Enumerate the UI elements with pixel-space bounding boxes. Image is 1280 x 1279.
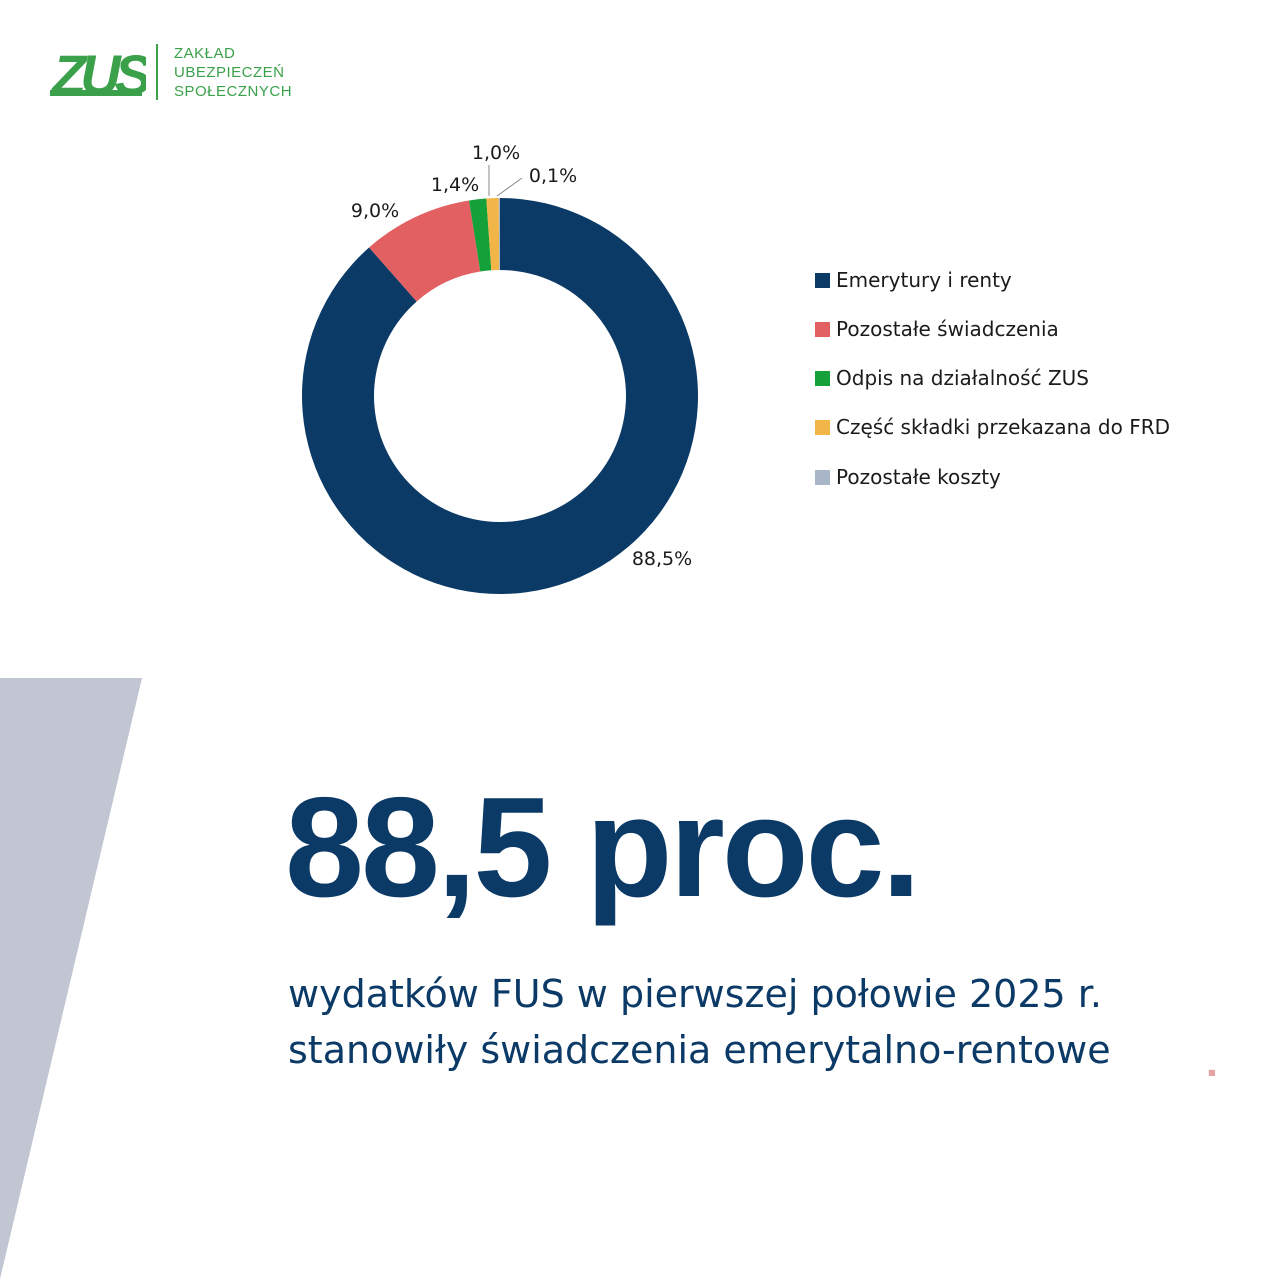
legend-label-emerytury: Emerytury i renty [836,268,1012,292]
donut-slice-frd [486,198,500,271]
donut-chart-svg: 88,5% 9,0% 1,4% 1,0% 0,1% [301,142,698,594]
logo-divider [156,44,158,100]
data-label-odpis: 1,4% [431,174,479,196]
tiny-mark: ■ [1208,1068,1216,1077]
zus-logo-mark: ZUS [50,43,146,104]
donut-slice-pozostale-koszty [498,198,500,271]
legend-swatch-odpis [815,370,830,386]
legend-swatch-pozostale-koszty [815,469,830,485]
data-label-pozostale-swiadczenia: 9,0% [351,200,399,222]
legend-item-pozostale-swiadczenia: Pozostałe świadczenia [815,317,1059,341]
legend-swatch-emerytury [815,272,830,288]
data-label-pozostale-koszty: 0,1% [529,165,577,187]
decorative-triangle [0,678,142,1279]
legend-item-odpis: Odpis na działalność ZUS [815,366,1089,390]
legend-item-frd: Część składki przekazana do FRD [815,415,1170,439]
headline-line-2: stanowiły świadczenia emerytalno-rentowe [288,1028,1111,1072]
leader-line-pozostale-koszty [496,177,523,197]
donut-slice-pozostale-swiadczenia [369,200,481,302]
legend-label-pozostale-koszty: Pozostałe koszty [836,465,1001,489]
data-label-frd: 1,0% [472,142,520,164]
headline-number: 88,5 proc. [285,768,921,927]
legend-label-frd: Część składki przekazana do FRD [836,415,1171,439]
legend-label-odpis: Odpis na działalność ZUS [836,366,1089,390]
donut-slice-odpis [469,198,492,272]
donut-chart: 88,5% 9,0% 1,4% 1,0% 0,1% [0,120,1280,640]
legend-item-emerytury: Emerytury i renty [815,268,1012,292]
headline-line-1: wydatków FUS w pierwszej połowie 2025 r. [288,972,1102,1016]
logo-line-2: UBEZPIECZEŃ [174,64,285,81]
logo-line-1: ZAKŁAD [174,45,236,62]
legend-swatch-pozostale-swiadczenia [815,321,830,337]
data-label-emerytury: 88,5% [632,548,692,570]
legend-item-pozostale-koszty: Pozostałe koszty [815,465,1001,489]
legend-label-pozostale-swiadczenia: Pozostałe świadczenia [836,317,1059,341]
headline-subtitle: wydatków FUS w pierwszej połowie 2025 r.… [288,966,1111,1078]
logo-line-3: SPOŁECZNYCH [174,83,293,100]
legend-swatch-frd [815,419,830,435]
logo-text: ZAKŁAD UBEZPIECZEŃ SPOŁECZNYCH [174,44,334,101]
donut-slice-emerytury [301,198,698,594]
